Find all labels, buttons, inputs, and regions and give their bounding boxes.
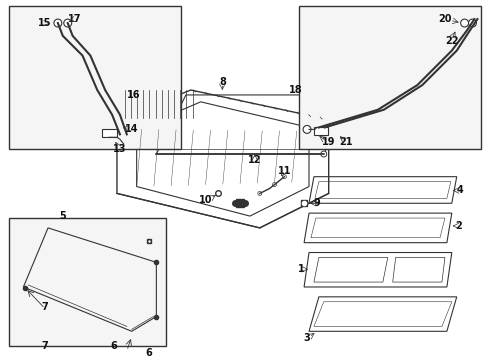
Text: 3: 3 [303, 333, 310, 343]
Text: 8: 8 [219, 77, 225, 87]
Circle shape [460, 19, 468, 27]
Text: 16: 16 [127, 90, 140, 100]
Text: 15: 15 [38, 18, 52, 28]
Text: 11: 11 [277, 166, 290, 176]
Circle shape [303, 126, 310, 133]
Text: 9: 9 [313, 198, 320, 208]
Circle shape [54, 19, 61, 27]
Text: 12: 12 [247, 155, 261, 165]
Text: 17: 17 [68, 14, 81, 24]
Text: 2: 2 [454, 221, 461, 231]
Text: 14: 14 [125, 125, 138, 134]
Bar [9, 6, 181, 149]
Bar [299, 6, 480, 149]
Circle shape [63, 19, 72, 27]
Bar [102, 129, 117, 137]
Text: 7: 7 [41, 341, 48, 351]
Text: 20: 20 [437, 14, 451, 24]
Bar [313, 127, 327, 135]
Text: 13: 13 [113, 144, 126, 154]
Circle shape [320, 151, 326, 157]
Text: 6: 6 [145, 348, 152, 358]
Text: 6: 6 [110, 341, 117, 351]
Text: 18: 18 [289, 85, 303, 95]
Text: 4: 4 [455, 185, 462, 195]
Text: 22: 22 [444, 36, 458, 46]
Text: 10: 10 [199, 195, 212, 205]
Text: 21: 21 [339, 137, 352, 147]
Text: 19: 19 [321, 137, 335, 147]
Text: 1: 1 [297, 264, 304, 274]
Bar [9, 218, 166, 346]
Circle shape [468, 19, 475, 27]
Text: 7: 7 [41, 302, 48, 312]
Text: 5: 5 [60, 211, 66, 221]
